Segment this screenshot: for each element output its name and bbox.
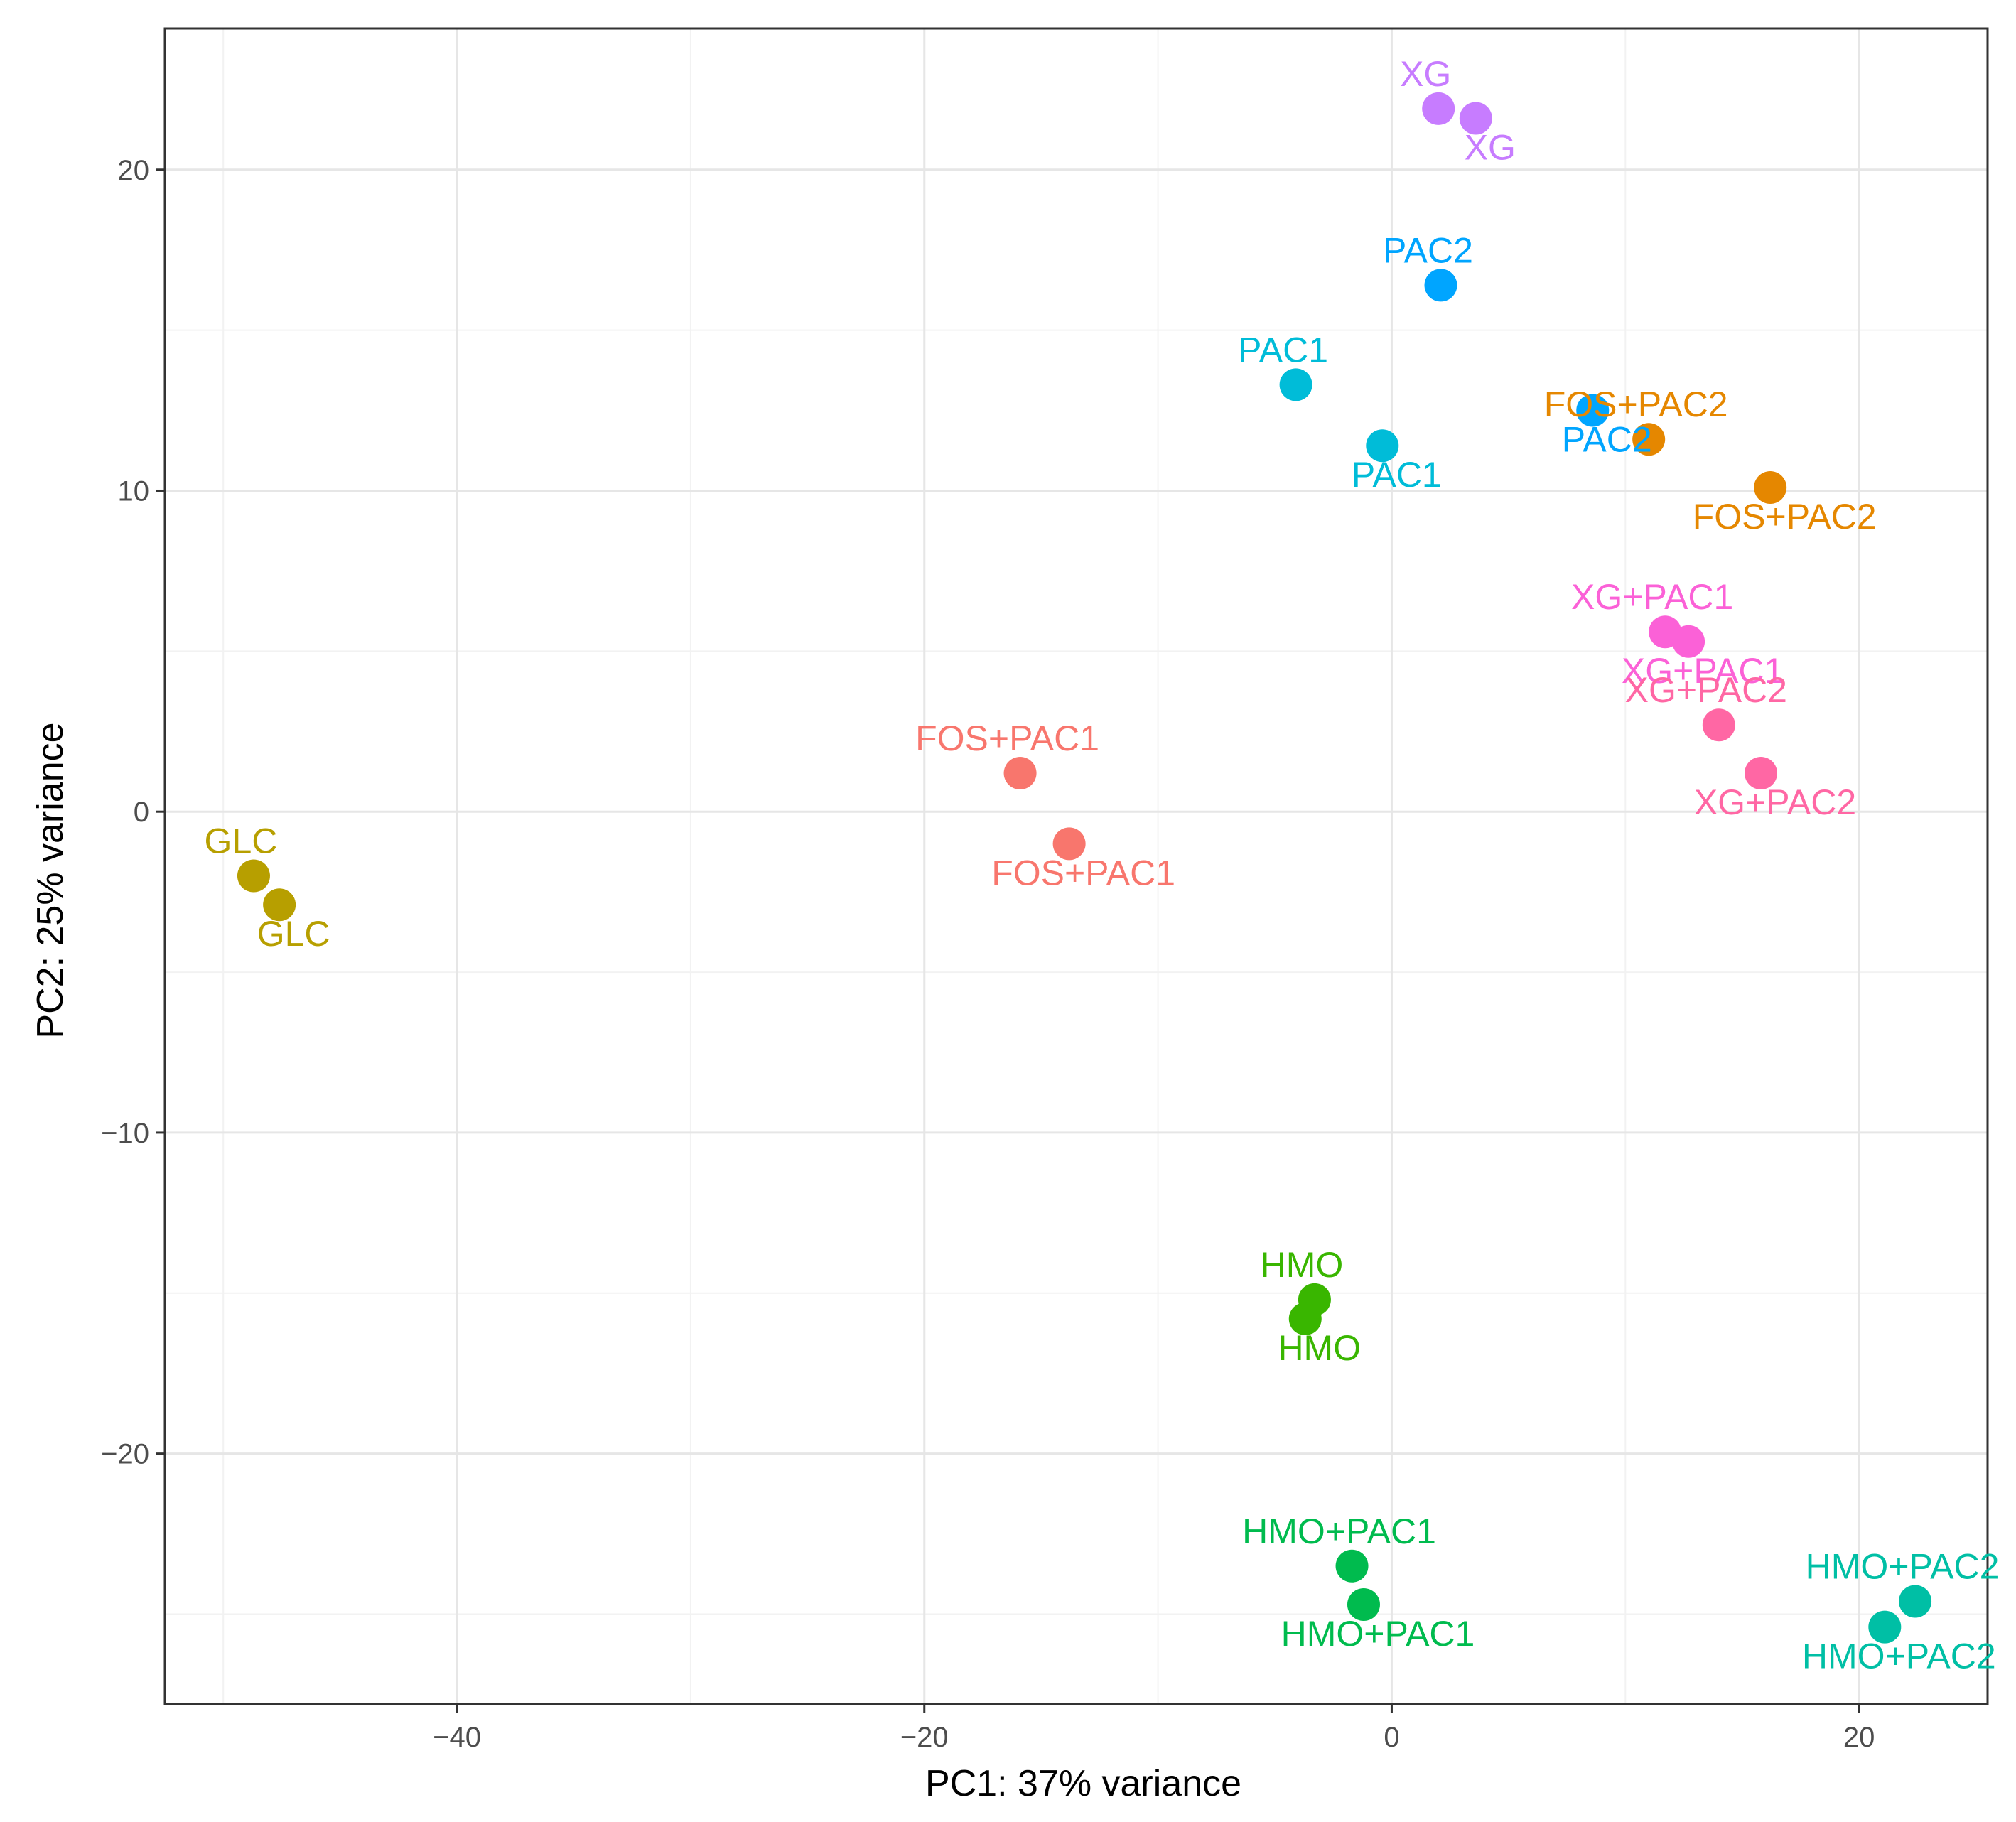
plot-panel-border (163, 27, 1989, 1705)
major-gridlines (165, 28, 1988, 1704)
data-point (1422, 92, 1455, 125)
data-point-label: PAC2 (1562, 420, 1652, 460)
data-point-label: FOS+PAC1 (915, 718, 1099, 758)
data-point (1288, 1302, 1322, 1335)
data-point-label: HMO+PAC1 (1281, 1614, 1475, 1654)
data-point-label: HMO+PAC2 (1802, 1637, 1996, 1676)
data-point (1868, 1610, 1902, 1644)
data-point-label: FOS+PAC2 (1544, 384, 1728, 424)
data-point-label: XG+PAC2 (1694, 782, 1856, 822)
data-point-label: HMO (1278, 1328, 1361, 1368)
x-tick-label: 20 (1843, 1722, 1875, 1753)
y-tick-label: −20 (101, 1439, 149, 1470)
x-axis: −40 −20 0 20 (433, 1704, 1875, 1753)
data-point (1335, 1549, 1369, 1583)
data-point-label: GLC (205, 821, 278, 861)
data-point-label: FOS+PAC1 (991, 853, 1175, 893)
x-tick-label: −40 (433, 1722, 481, 1753)
data-point (1745, 757, 1778, 789)
data-point (1459, 102, 1492, 135)
data-point (237, 859, 270, 893)
data-point-labels: FOS+PAC1 FOS+PAC1 FOS+PAC2 FOS+PAC2 GLC GLC HM… (205, 54, 2000, 1676)
data-point-label: HMO (1261, 1245, 1344, 1285)
data-point (1754, 470, 1787, 504)
data-point-label: PAC1 (1352, 455, 1442, 495)
data-point (1052, 827, 1086, 861)
data-point (1279, 368, 1312, 401)
data-point (1672, 625, 1705, 658)
y-axis-title: PC2: 25% variance (30, 722, 71, 1038)
data-point (1899, 1585, 1932, 1618)
x-tick-label: −20 (900, 1722, 949, 1753)
y-tick-label: −10 (101, 1118, 149, 1149)
data-point (1424, 269, 1457, 302)
data-points (237, 92, 1932, 1644)
data-point-label: GLC (257, 914, 330, 954)
y-tick-label: 20 (118, 155, 150, 186)
x-tick-label: 0 (1384, 1722, 1399, 1753)
data-point (1576, 394, 1610, 427)
x-axis-title: PC1: 37% variance (925, 1763, 1241, 1804)
data-point-label: HMO+PAC2 (1806, 1546, 2000, 1586)
data-point (263, 888, 296, 922)
data-point (1347, 1587, 1380, 1621)
data-point (1366, 429, 1399, 463)
data-point (1702, 708, 1735, 742)
y-tick-label: 0 (134, 797, 149, 828)
data-point-label: PAC2 (1383, 230, 1473, 270)
data-point (1632, 423, 1666, 456)
data-point-label: HMO+PAC1 (1242, 1511, 1436, 1551)
data-point-label: FOS+PAC2 (1693, 497, 1877, 537)
data-point-label: XG (1400, 54, 1451, 94)
y-axis: −20 −10 0 10 20 (101, 155, 165, 1470)
data-point-label: PAC1 (1238, 330, 1328, 370)
y-tick-label: 10 (118, 475, 150, 507)
data-point-label: XG+PAC1 (1571, 577, 1733, 617)
data-point-label: XG (1465, 127, 1516, 167)
data-point (1003, 757, 1037, 789)
minor-gridlines (165, 28, 1988, 1704)
data-point-label: XG+PAC2 (1625, 670, 1787, 710)
data-point-label: XG+PAC1 (1622, 651, 1784, 691)
